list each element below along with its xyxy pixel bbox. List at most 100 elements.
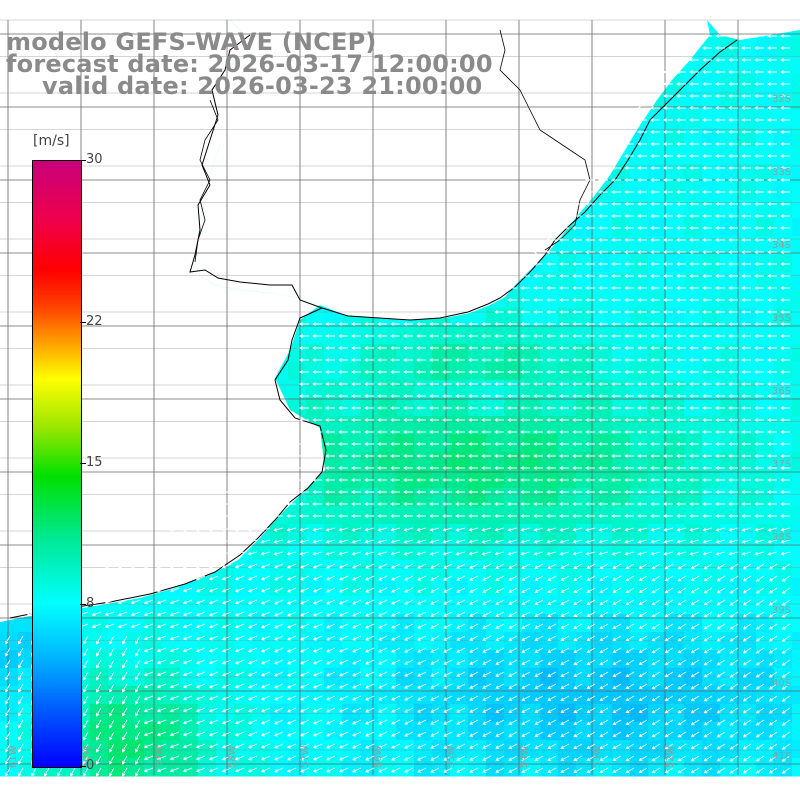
field-cell <box>720 362 739 381</box>
wind-arrow <box>741 527 752 532</box>
field-cell <box>594 722 613 741</box>
field-cell <box>360 632 379 651</box>
wind-arrow <box>624 539 635 544</box>
field-cell <box>252 632 271 651</box>
wind-arrow <box>677 587 687 594</box>
wind-arrow <box>572 250 582 254</box>
wind-arrow <box>650 527 661 532</box>
wind-arrow <box>416 442 426 446</box>
field-cell <box>792 740 800 759</box>
field-cell <box>540 506 559 525</box>
field-cell <box>774 38 793 57</box>
wind-arrow <box>390 346 400 350</box>
field-cell <box>594 614 613 633</box>
field-cell <box>540 758 559 777</box>
wind-arrow <box>338 466 348 470</box>
field-cell <box>342 488 361 507</box>
wind-arrow <box>338 478 348 482</box>
field-cell <box>252 740 271 759</box>
wind-arrow <box>767 226 777 230</box>
wind-arrow <box>585 370 595 374</box>
field-cell <box>414 560 433 579</box>
field-cell <box>450 416 469 435</box>
wind-arrow <box>650 514 660 518</box>
field-cell <box>684 254 703 273</box>
field-cell <box>126 650 145 669</box>
lat-label: 36S <box>772 386 791 397</box>
wind-arrow <box>663 394 673 398</box>
field-cell <box>540 470 559 489</box>
wind-arrow <box>663 154 673 158</box>
wind-arrow <box>442 346 452 350</box>
field-cell <box>378 524 397 543</box>
wind-arrow <box>442 358 452 362</box>
wind-arrow <box>468 502 478 506</box>
field-cell <box>324 614 343 633</box>
wind-arrow <box>676 130 686 134</box>
wind-arrow <box>286 466 296 470</box>
field-cell <box>684 146 703 165</box>
wind-arrow <box>663 190 673 194</box>
field-cell <box>450 650 469 669</box>
wind-arrow <box>767 94 777 98</box>
wind-arrow <box>598 394 608 398</box>
field-cell <box>450 758 469 777</box>
wind-arrow <box>689 310 699 314</box>
wind-arrow <box>481 527 492 532</box>
wind-arrow <box>572 274 582 278</box>
wind-arrow <box>598 406 608 410</box>
field-cell <box>648 362 667 381</box>
wind-arrow <box>728 358 738 362</box>
wind-arrow <box>689 106 699 110</box>
field-cell <box>486 560 505 579</box>
wind-arrow <box>274 587 284 593</box>
wind-arrow <box>429 551 440 556</box>
wind-arrow <box>728 442 738 446</box>
field-cell <box>648 596 667 615</box>
wind-arrow <box>780 130 790 134</box>
wind-arrow <box>572 478 582 482</box>
wind-arrow <box>507 382 517 386</box>
field-cell <box>648 182 667 201</box>
field-cell <box>414 506 433 525</box>
wind-arrow <box>715 46 725 50</box>
wind-arrow <box>690 563 700 570</box>
wind-arrow <box>442 370 452 374</box>
wind-arrow <box>611 514 621 518</box>
wind-arrow <box>559 310 569 314</box>
field-cell <box>306 488 325 507</box>
field-cell <box>702 740 721 759</box>
wind-arrow <box>637 394 647 398</box>
wind-arrow <box>312 334 322 338</box>
wind-arrow <box>312 502 322 506</box>
field-cell <box>702 380 721 399</box>
field-cell <box>684 650 703 669</box>
field-cell <box>360 398 379 417</box>
wind-arrow <box>416 358 426 362</box>
wind-arrow <box>442 382 452 386</box>
wind-arrow <box>780 454 790 458</box>
field-cell <box>720 740 739 759</box>
wind-arrow <box>443 563 453 569</box>
wind-arrow <box>247 563 258 569</box>
wind-arrow <box>715 262 725 266</box>
field-cell <box>594 560 613 579</box>
field-cell <box>594 668 613 687</box>
field-cell <box>702 128 721 147</box>
wind-arrow <box>754 298 764 302</box>
wind-arrow <box>715 358 725 362</box>
field-cell <box>450 686 469 705</box>
wind-arrow <box>702 551 713 556</box>
wind-arrow <box>728 82 738 86</box>
field-cell <box>486 704 505 723</box>
wind-arrow <box>533 502 543 506</box>
wind-arrow <box>429 394 439 398</box>
wind-arrow <box>585 310 595 314</box>
wind-arrow <box>351 382 361 386</box>
field-cell <box>738 326 757 345</box>
wind-arrow <box>351 370 361 374</box>
wind-arrow <box>208 539 219 544</box>
wind-arrow <box>390 466 400 470</box>
wind-arrow <box>780 394 790 398</box>
wind-arrow <box>663 322 673 326</box>
